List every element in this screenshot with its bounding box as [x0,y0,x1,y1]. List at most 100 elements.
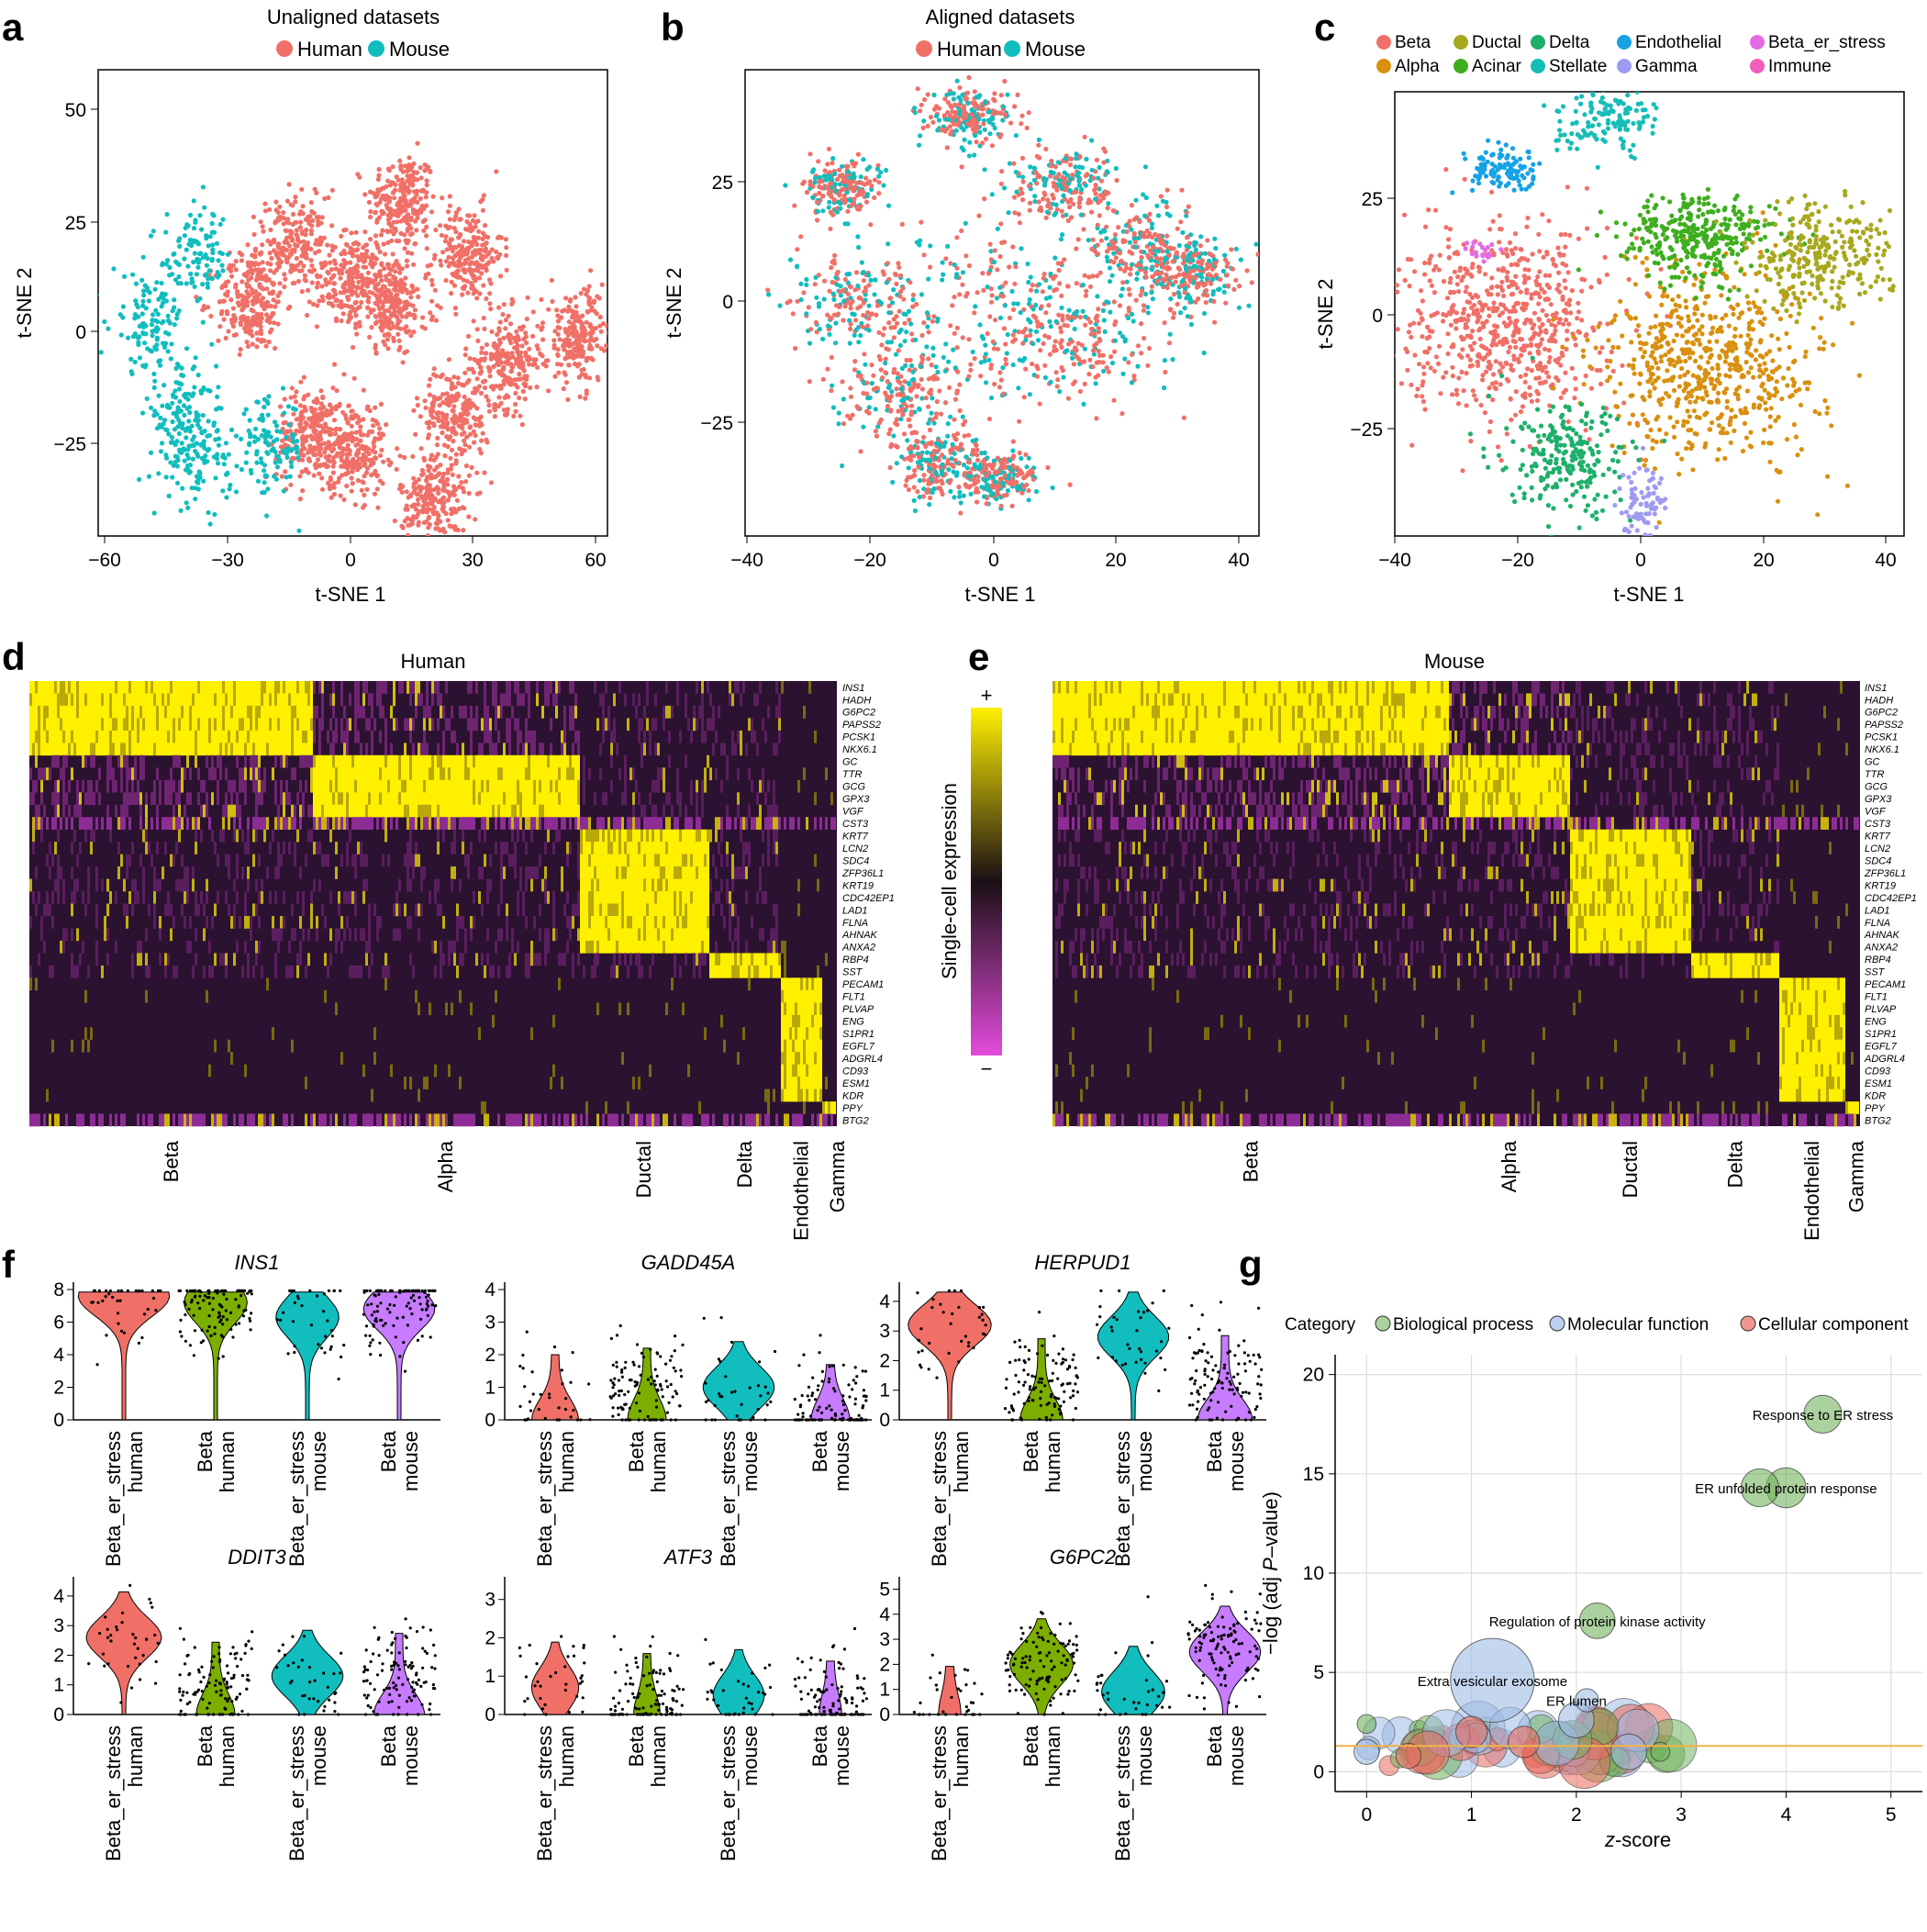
cell-point [245,315,251,321]
cell-point [365,270,371,275]
cell-point [1205,238,1210,243]
cell-point [920,125,926,130]
cell-point [182,412,187,418]
cell-point [501,302,507,307]
cell-point [248,434,253,440]
cell-point [252,248,258,253]
cell-point [983,352,988,357]
cell-point [1030,341,1036,347]
cell-point [947,113,952,118]
cell-point [177,243,183,249]
cell-point [981,336,986,341]
cell-point [980,112,986,117]
cell-point [480,242,485,248]
cell-point [992,98,997,104]
cell-point [845,413,851,419]
cell-point [402,193,407,199]
cell-point [1092,331,1097,337]
cell-point [940,277,945,283]
cell-point [314,285,319,290]
cell-point [918,108,923,114]
cell-point [1126,360,1131,365]
cell-point [453,416,459,421]
cell-point [393,261,398,266]
cell-point [830,161,835,166]
cell-point [1035,338,1041,343]
cell-point [1163,369,1168,375]
cell-point [288,251,294,257]
cell-point [137,476,142,483]
cell-point [907,417,912,422]
cell-point [1056,312,1062,318]
cell-point [262,489,267,496]
cell-point [400,484,406,489]
cell-point [1111,251,1117,256]
cell-point [331,418,338,423]
cell-point [211,229,217,235]
cell-point [192,364,197,370]
cell-point [1108,245,1113,251]
cell-point [451,404,457,409]
x-tick: 30 [462,550,483,571]
cell-point [1233,277,1239,283]
cell-point [1040,289,1045,295]
cell-point [241,326,248,331]
cell-point [260,224,265,229]
cell-point [1201,310,1208,317]
cell-point [388,460,394,465]
cell-point [182,233,187,239]
cell-point [983,380,989,385]
cell-point [384,202,389,207]
cell-point [412,307,418,313]
cell-point [935,128,941,133]
cell-point [918,133,923,139]
cell-point [452,527,458,532]
cell-point [447,194,452,199]
cell-point [359,251,364,257]
cell-point [840,163,845,169]
cell-point [1150,251,1155,256]
cell-point [161,296,166,301]
cell-point [418,542,423,546]
cell-point [209,220,215,227]
cell-point [322,195,328,201]
cell-point [373,209,378,215]
cell-point [393,269,398,274]
cell-point [169,434,175,441]
cell-point [1010,362,1016,368]
cell-point [577,394,583,399]
cell-point [273,199,279,205]
cell-point [1003,362,1008,367]
cell-point [456,242,462,249]
cell-point [487,367,493,373]
cell-point [1111,397,1117,403]
cell-point [468,240,473,246]
cell-point [297,225,303,230]
cell-point [481,315,486,321]
cell-point [962,137,967,142]
cell-point [384,422,389,428]
cell-point [277,204,283,209]
cell-point [483,378,488,384]
cell-point [977,322,983,328]
cell-point [478,365,484,371]
cell-point [850,161,855,166]
cell-point [256,271,262,276]
cell-point [98,350,104,355]
cell-point [302,273,307,278]
cell-point [477,371,483,376]
cell-point [269,255,274,262]
cell-point [483,246,489,251]
cell-point [137,323,142,329]
cell-point [176,274,182,280]
cell-point [523,384,529,389]
cell-point [239,466,244,473]
cell-point [378,232,384,238]
cell-point [159,304,164,309]
cell-point [255,337,261,342]
cell-point [345,442,351,448]
cell-point [406,532,411,536]
cell-point [322,421,329,427]
cell-point [190,437,195,442]
cell-point [296,268,303,274]
